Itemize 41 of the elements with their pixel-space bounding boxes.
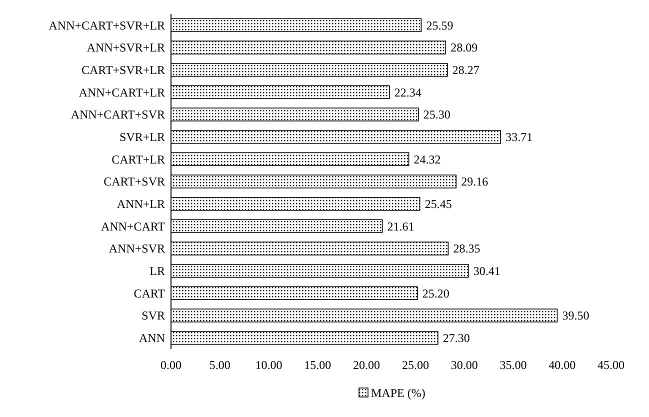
data-label: 29.16 — [461, 174, 488, 189]
data-label: 33.71 — [506, 130, 533, 144]
y-tick-label: CART+LR — [112, 152, 165, 166]
data-label: 28.27 — [452, 63, 480, 78]
data-label: 21.61 — [387, 219, 414, 234]
y-tick-label: SVR+LR — [120, 130, 165, 144]
y-tick-label: ANN+CART+LR — [78, 85, 165, 100]
data-label: 22.34 — [394, 85, 422, 100]
y-tick-label: ANN+SVR+LR — [86, 40, 165, 55]
data-label: 39.50 — [562, 308, 590, 323]
y-tick-label: ANN+CART+SVR — [70, 108, 165, 122]
data-label: 28.09 — [450, 40, 478, 55]
data-label: 25.59 — [426, 18, 454, 32]
data-label: 25.45 — [424, 197, 452, 212]
x-tick-label: 30.00 — [450, 358, 478, 372]
y-tick-label: ANN+LR — [116, 197, 165, 212]
x-tick-label: 10.00 — [255, 358, 282, 372]
x-tick-label: 15.00 — [304, 358, 332, 372]
y-tick-label: LR — [150, 264, 165, 278]
x-tick-label: 0.00 — [160, 358, 182, 372]
y-tick-label: SVR — [142, 308, 165, 323]
x-tick-label: 35.00 — [500, 358, 527, 372]
y-tick-label: ANN — [139, 331, 166, 346]
y-tick-label: CART+SVR — [104, 174, 165, 189]
data-label: 30.41 — [473, 264, 500, 278]
legend-label: MAPE (%) — [371, 386, 426, 400]
y-tick-label: CART — [134, 286, 166, 300]
data-label: 24.32 — [414, 152, 441, 166]
y-tick-label: CART+SVR+LR — [82, 63, 165, 78]
x-tick-label: 40.00 — [548, 358, 576, 372]
y-tick-label: ANN+SVR — [108, 242, 165, 256]
data-label: 28.35 — [453, 242, 480, 256]
x-tick-label: 5.00 — [209, 358, 230, 372]
x-tick-label: 25.00 — [402, 358, 429, 372]
y-tick-label: ANN+CART — [100, 219, 166, 234]
data-label: 25.30 — [423, 108, 450, 122]
x-tick-label: 20.00 — [353, 358, 380, 372]
data-label: 25.20 — [422, 286, 450, 300]
data-label: 27.30 — [442, 331, 470, 346]
y-tick-label: ANN+CART+SVR+LR — [48, 18, 165, 32]
x-tick-label: 45.00 — [598, 358, 624, 372]
